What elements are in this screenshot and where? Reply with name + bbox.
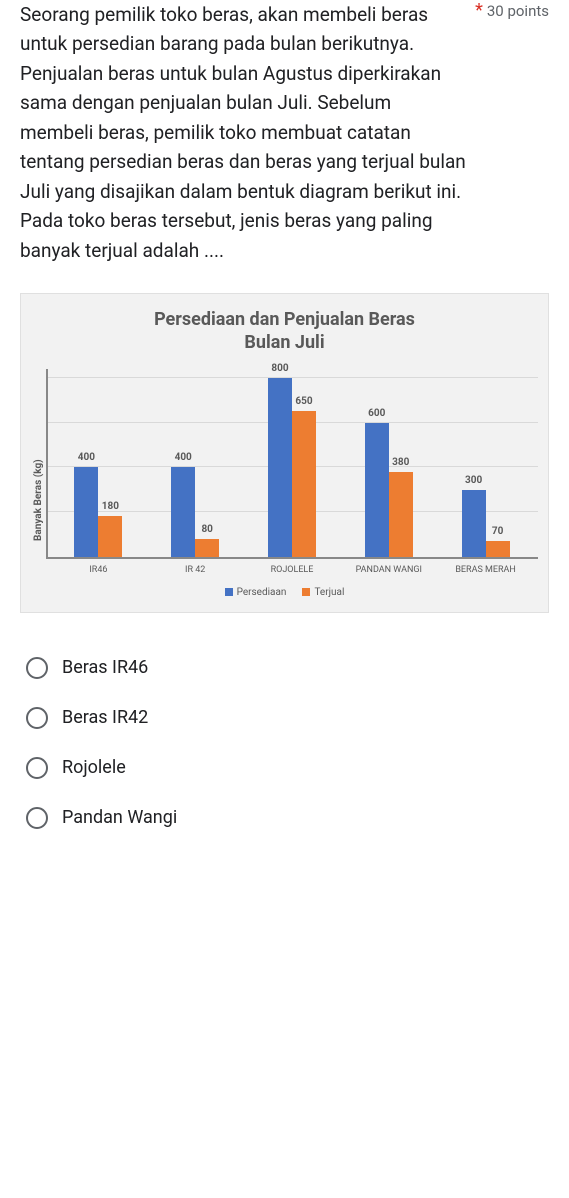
- radio-icon[interactable]: [26, 657, 48, 679]
- option-label: Beras IR46: [62, 657, 148, 678]
- bar-value-label: 400: [175, 452, 192, 463]
- bar: 80: [195, 539, 219, 557]
- bar-value-label: 400: [78, 452, 95, 463]
- bar-group: 400180: [74, 467, 122, 556]
- legend-item: Terjual: [302, 587, 344, 598]
- chart-xlabel: IR 42: [147, 565, 244, 575]
- chart-xlabel: ROJOLELE: [244, 565, 341, 575]
- chart-xlabel: BERAS MERAH: [437, 565, 534, 575]
- legend-item: Persediaan: [225, 587, 287, 598]
- option-label: Beras IR42: [62, 707, 148, 728]
- bar: 70: [486, 541, 510, 557]
- bar: 380: [389, 472, 413, 557]
- option-label: Pandan Wangi: [62, 807, 177, 828]
- option-row[interactable]: Beras IR46: [20, 643, 549, 693]
- option-row[interactable]: Rojolele: [20, 743, 549, 793]
- chart-title-line1: Persediaan dan Penjualan Beras: [31, 308, 538, 331]
- option-row[interactable]: Beras IR42: [20, 693, 549, 743]
- question-header: Seorang pemilik toko beras, akan membeli…: [20, 0, 549, 265]
- chart-card: Persediaan dan Penjualan Beras Bulan Jul…: [20, 293, 549, 613]
- chart-xlabels: IR46IR 42ROJOLELEPANDAN WANGIBERAS MERAH: [46, 559, 538, 575]
- bar: 180: [98, 516, 122, 556]
- bar-value-label: 180: [102, 501, 119, 512]
- points-label: 30 points: [487, 2, 549, 20]
- required-marker: *: [475, 0, 483, 21]
- chart-body: Banyak Beras (kg) 4001804008080065060038…: [31, 369, 538, 575]
- bar: 600: [365, 423, 389, 557]
- chart-ylabel: Banyak Beras (kg): [31, 425, 46, 575]
- chart-legend: Persediaan Terjual: [31, 587, 538, 598]
- legend-swatch: [302, 588, 310, 596]
- question-text: Seorang pemilik toko beras, akan membeli…: [20, 0, 467, 265]
- bar-value-label: 650: [295, 396, 312, 407]
- bar: 650: [292, 411, 316, 556]
- option-row[interactable]: Pandan Wangi: [20, 793, 549, 843]
- radio-icon[interactable]: [26, 707, 48, 729]
- bar-group: 40080: [171, 467, 219, 556]
- points-wrapper: * 30 points: [475, 0, 549, 21]
- bar-group: 600380: [365, 423, 413, 557]
- radio-icon[interactable]: [26, 757, 48, 779]
- chart-xlabel: IR46: [50, 565, 147, 575]
- radio-icon[interactable]: [26, 807, 48, 829]
- bar-value-label: 380: [392, 457, 409, 468]
- chart-bars-area: 4001804008080065060038030070: [46, 369, 538, 559]
- bar-value-label: 600: [368, 408, 385, 419]
- legend-label: Persediaan: [237, 587, 287, 598]
- legend-label: Terjual: [314, 587, 344, 598]
- bar-group: 800650: [268, 378, 316, 557]
- bar-value-label: 70: [492, 526, 503, 537]
- bar-value-label: 80: [201, 524, 212, 535]
- bar-group: 30070: [462, 490, 510, 557]
- bar: 400: [171, 467, 195, 556]
- option-label: Rojolele: [62, 757, 126, 778]
- bar: 800: [268, 378, 292, 557]
- bar: 300: [462, 490, 486, 557]
- options-list: Beras IR46 Beras IR42 Rojolele Pandan Wangi: [20, 643, 549, 843]
- chart-plot: 4001804008080065060038030070 IR46IR 42RO…: [46, 369, 538, 575]
- chart-title-line2: Bulan Juli: [31, 331, 538, 354]
- bar: 400: [74, 467, 98, 556]
- legend-swatch: [225, 588, 233, 596]
- chart-title: Persediaan dan Penjualan Beras Bulan Jul…: [31, 308, 538, 355]
- bar-value-label: 800: [271, 363, 288, 374]
- chart-xlabel: PANDAN WANGI: [340, 565, 437, 575]
- bar-value-label: 300: [465, 475, 482, 486]
